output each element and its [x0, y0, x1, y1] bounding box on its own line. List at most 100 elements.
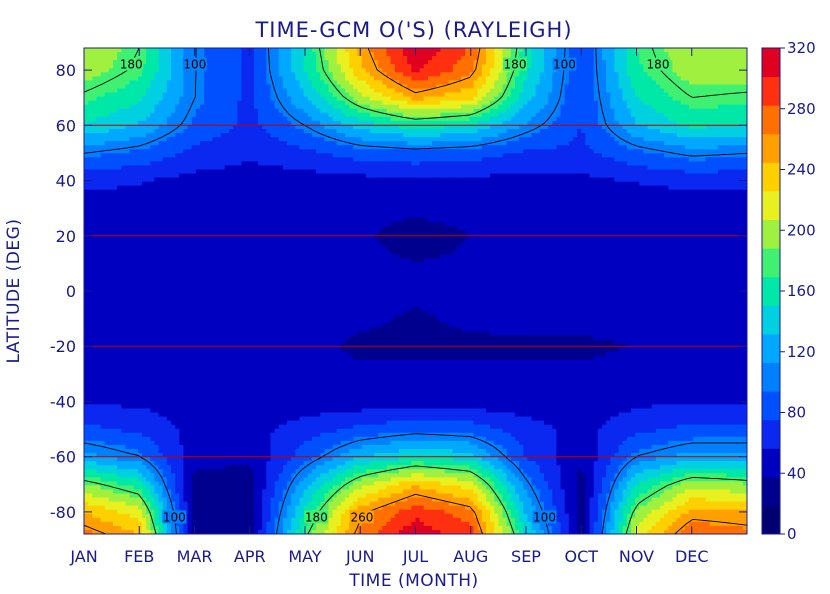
heatmap-cell: [601, 133, 607, 138]
heatmap-cell: [490, 141, 495, 146]
heatmap-cell: [635, 104, 640, 110]
heatmap-cell: [291, 129, 296, 134]
heatmap-cell: [179, 129, 185, 134]
heatmap-cell: [212, 72, 218, 77]
heatmap-cell: [328, 157, 334, 162]
heatmap-cell: [738, 157, 744, 162]
heatmap-cell: [187, 108, 193, 114]
heatmap-cell: [742, 80, 747, 86]
heatmap-cell: [92, 161, 98, 167]
heatmap-cell: [448, 76, 454, 81]
heatmap-cell: [357, 64, 363, 69]
heatmap-cell: [224, 88, 230, 94]
heatmap-cell: [113, 112, 118, 118]
heatmap-cell: [146, 124, 151, 130]
heatmap-cell: [295, 169, 301, 175]
heatmap-cell: [394, 104, 400, 110]
heatmap-cell: [432, 96, 437, 102]
heatmap-cell: [336, 56, 342, 61]
heatmap-cell: [527, 165, 533, 171]
heatmap-cell: [108, 129, 114, 134]
heatmap-cell: [311, 96, 317, 102]
heatmap-cell: [572, 108, 578, 114]
heatmap-cell: [680, 68, 686, 73]
heatmap-cell: [270, 96, 276, 102]
heatmap-cell: [506, 100, 512, 106]
heatmap-cell: [539, 80, 545, 86]
heatmap-cell: [510, 96, 516, 102]
heatmap-cell: [96, 141, 102, 146]
heatmap-cell: [539, 120, 545, 126]
heatmap-cell: [713, 60, 719, 65]
heatmap-cell: [374, 56, 379, 61]
heatmap-cell: [274, 76, 280, 81]
heatmap-cell: [709, 60, 715, 65]
heatmap-cell: [96, 72, 102, 77]
heatmap-cell: [229, 145, 234, 150]
heatmap-cell: [125, 88, 131, 94]
heatmap-cell: [655, 153, 661, 158]
heatmap-cell: [635, 137, 640, 142]
heatmap-cell: [664, 72, 669, 77]
heatmap-cell: [121, 161, 127, 167]
heatmap-cell: [527, 80, 533, 86]
heatmap-cell: [345, 72, 350, 77]
heatmap-cell: [614, 80, 620, 86]
heatmap-cell: [369, 96, 375, 102]
heatmap-cell: [552, 48, 557, 53]
heatmap-cell: [328, 88, 334, 94]
heatmap-cell: [195, 129, 201, 134]
heatmap-cell: [448, 133, 454, 138]
heatmap-cell: [113, 157, 118, 162]
heatmap-cell: [175, 52, 180, 57]
heatmap-cell: [237, 56, 243, 61]
heatmap-cell: [635, 64, 640, 69]
heatmap-cell: [432, 56, 437, 61]
heatmap-cell: [245, 169, 251, 175]
heatmap-cell: [150, 153, 156, 158]
heatmap-cell: [187, 48, 193, 53]
heatmap-cell: [730, 129, 736, 134]
heatmap-cell: [349, 68, 354, 73]
heatmap-cell: [601, 112, 607, 118]
heatmap-cell: [340, 108, 346, 114]
heatmap-cell: [556, 96, 562, 102]
heatmap-cell: [473, 161, 479, 167]
heatmap-cell: [125, 96, 131, 102]
heatmap-cell: [688, 141, 694, 146]
heatmap-cell: [100, 157, 106, 162]
heatmap-cell: [717, 145, 723, 150]
heatmap-cell: [137, 104, 143, 110]
heatmap-cell: [465, 80, 470, 86]
heatmap-cell: [444, 104, 450, 110]
heatmap-cell: [357, 84, 363, 90]
heatmap-cell: [564, 145, 570, 150]
heatmap-cell: [345, 76, 350, 81]
heatmap-cell: [403, 108, 408, 114]
heatmap-cell: [535, 108, 541, 114]
heatmap-cell: [96, 173, 102, 179]
heatmap-cell: [307, 68, 313, 73]
heatmap-cell: [237, 120, 243, 126]
heatmap-cell: [423, 92, 429, 98]
heatmap-cell: [361, 92, 367, 98]
heatmap-cell: [88, 92, 93, 98]
heatmap-cell: [498, 80, 504, 86]
heatmap-cell: [742, 153, 747, 158]
heatmap-cell: [635, 157, 640, 162]
heatmap-cell: [519, 149, 524, 154]
heatmap-cell: [84, 52, 89, 57]
heatmap-cell: [485, 124, 491, 130]
heatmap-cell: [162, 68, 168, 73]
heatmap-cell: [117, 116, 122, 122]
heatmap-cell: [469, 141, 475, 146]
heatmap-cell: [253, 108, 259, 114]
heatmap-cell: [452, 108, 458, 114]
heatmap-cell: [241, 80, 247, 86]
heatmap-cell: [651, 153, 657, 158]
heatmap-cell: [253, 153, 259, 158]
heatmap-cell: [730, 48, 736, 53]
heatmap-cell: [643, 104, 649, 110]
heatmap-cell: [548, 68, 553, 73]
heatmap-cell: [693, 92, 698, 98]
